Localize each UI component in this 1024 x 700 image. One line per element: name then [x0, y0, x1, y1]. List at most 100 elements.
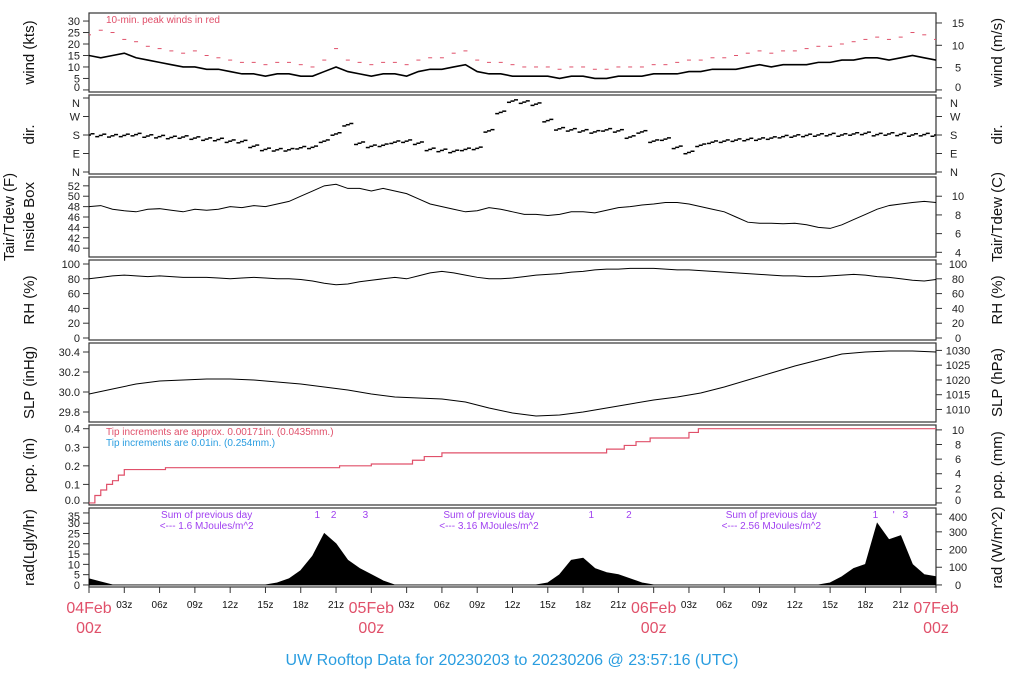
x-date-hour-label: 00z [923, 620, 949, 637]
x-tick-label: 12z [504, 600, 520, 611]
x-tick-label: 15z [822, 600, 838, 611]
plot-area [89, 522, 936, 586]
y-tick-label: N [72, 167, 80, 179]
x-tick-label: 12z [222, 600, 238, 611]
radiation-marker: 2 [626, 510, 632, 521]
y-tick-label: 0.2 [65, 461, 80, 473]
y-tick-label-right: 8 [955, 439, 961, 451]
y-tick-label: 30 [68, 16, 80, 28]
y-tick-label-right: 0 [955, 580, 961, 592]
y-tick-label: 46 [68, 212, 80, 224]
radiation-marker: 3 [363, 510, 369, 521]
plot-area [89, 99, 936, 155]
x-tick-label: 21z [610, 600, 626, 611]
y-tick-label-right: 0 [955, 333, 961, 345]
y-tick-label-right: 0 [955, 495, 961, 507]
y-tick-label: W [70, 112, 81, 124]
y-tick-label-right: 8 [955, 210, 961, 222]
y-axis-label-right: dir. [989, 124, 1006, 144]
y-axis-label-right: rad (W/m^2) [989, 506, 1006, 588]
y-tick-label: 0 [74, 333, 80, 345]
y-tick-label: 48 [68, 202, 80, 214]
y-tick-label: 60 [68, 289, 80, 301]
tip-note: Tip increments are 0.01in. (0.254mm.) [106, 438, 275, 449]
day-sum-label: Sum of previous day [443, 510, 534, 521]
y-tick-label-right: 4 [955, 247, 961, 259]
y-tick-label: 30 [68, 518, 80, 530]
y-tick-label: 35 [68, 511, 80, 523]
radiation-area [89, 522, 936, 586]
rh-line [89, 267, 936, 286]
y-tick-label-right: S [950, 130, 957, 142]
y-tick-label-right: 40 [952, 303, 964, 315]
x-date-label: 05Feb [349, 600, 394, 617]
y-axis-label: SLP (inHg) [21, 346, 38, 419]
y-tick-label: 0.3 [65, 442, 80, 454]
y-axis-label: rad(Lgly/hr) [21, 509, 38, 586]
plot-area [89, 183, 936, 229]
x-tick-label: 18z [293, 600, 309, 611]
day-sum-value: <--- 2.56 MJoules/m^2 [722, 521, 822, 532]
y-axis-label-right: pcp. (mm) [989, 431, 1006, 499]
panel-frame [88, 176, 937, 258]
radiation-marker: ' [893, 510, 895, 521]
y-tick-label: 5 [74, 570, 80, 582]
y-tick-label: 50 [68, 191, 80, 203]
day-sum-value: <--- 3.16 MJoules/m^2 [439, 521, 539, 532]
panel-pcp: 0.0 0.1 0.2 0.3 0.4 02 4 6 8 10 pcp. (in) pcp. (mm)… [21, 424, 1006, 507]
day-sum-label: Sum of previous day [161, 510, 252, 521]
y-tick-label-right: 5 [955, 63, 961, 75]
x-date-label: 04Feb [66, 600, 111, 617]
x-tick-label: 21z [328, 600, 344, 611]
y-tick-label-right: 100 [949, 259, 967, 271]
y-tick-label-right: 6 [955, 454, 961, 466]
y-tick-label-right: 300 [949, 527, 967, 539]
x-tick-label: 21z [893, 600, 909, 611]
panel-slp: 29.8 30.0 30.2 30.4 1010 1015 1020 1025 1030 SLP … [21, 342, 1006, 423]
y-tick-label-right: 6 [955, 229, 961, 241]
y-tick-label-right: 1030 [946, 345, 970, 357]
slp-line [89, 350, 936, 417]
y-axis-label: dir. [21, 124, 38, 144]
x-tick-label: 15z [257, 600, 273, 611]
y-tick-label: 52 [68, 181, 80, 193]
y-tick-label: 30.0 [59, 387, 80, 399]
y-tick-label-right: 2 [955, 483, 961, 495]
x-tick-label: 06z [152, 600, 168, 611]
x-tick-label: 09z [751, 600, 767, 611]
y-tick-label-right: 10 [952, 191, 964, 203]
wind-line [89, 52, 936, 80]
y-tick-label-right: 1010 [946, 404, 970, 416]
y-tick-label: 29.8 [59, 407, 80, 419]
y-tick-label: 40 [68, 303, 80, 315]
y-tick-label: 15 [68, 549, 80, 561]
plot-area [89, 428, 936, 504]
y-axis-label-right: wind (m/s) [989, 18, 1006, 88]
y-axis-label-right: RH (%) [989, 275, 1006, 324]
y-axis-label: pcp. (in) [21, 438, 38, 492]
x-tick-label: 18z [857, 600, 873, 611]
y-tick-label: 10 [68, 62, 80, 74]
y-tick-label-right: 100 [949, 562, 967, 574]
y-tick-label-right: N [950, 98, 958, 110]
y-tick-label: 100 [62, 259, 80, 271]
y-tick-label-right: 60 [952, 289, 964, 301]
y-tick-label-right: E [950, 149, 957, 161]
plot-area [89, 267, 936, 286]
x-date-hour-label: 00z [358, 620, 384, 637]
y-tick-label-right: 1015 [946, 390, 970, 402]
y-tick-label: 44 [68, 222, 80, 234]
x-date-hour-label: 00z [76, 620, 102, 637]
y-tick-label: 0 [74, 82, 80, 94]
y-axis-label-right: Tair/Tdew (C) [989, 172, 1006, 262]
y-tick-label: 80 [68, 274, 80, 286]
radiation-marker: 1 [589, 510, 595, 521]
y-tick-label-right: 20 [952, 318, 964, 330]
x-date-label: 07Feb [913, 600, 958, 617]
y-axis-label: RH (%) [21, 275, 38, 324]
y-tick-label-right: 1020 [946, 375, 970, 387]
y-tick-label: 10 [68, 559, 80, 571]
y-tick-label: 30.4 [59, 347, 80, 359]
